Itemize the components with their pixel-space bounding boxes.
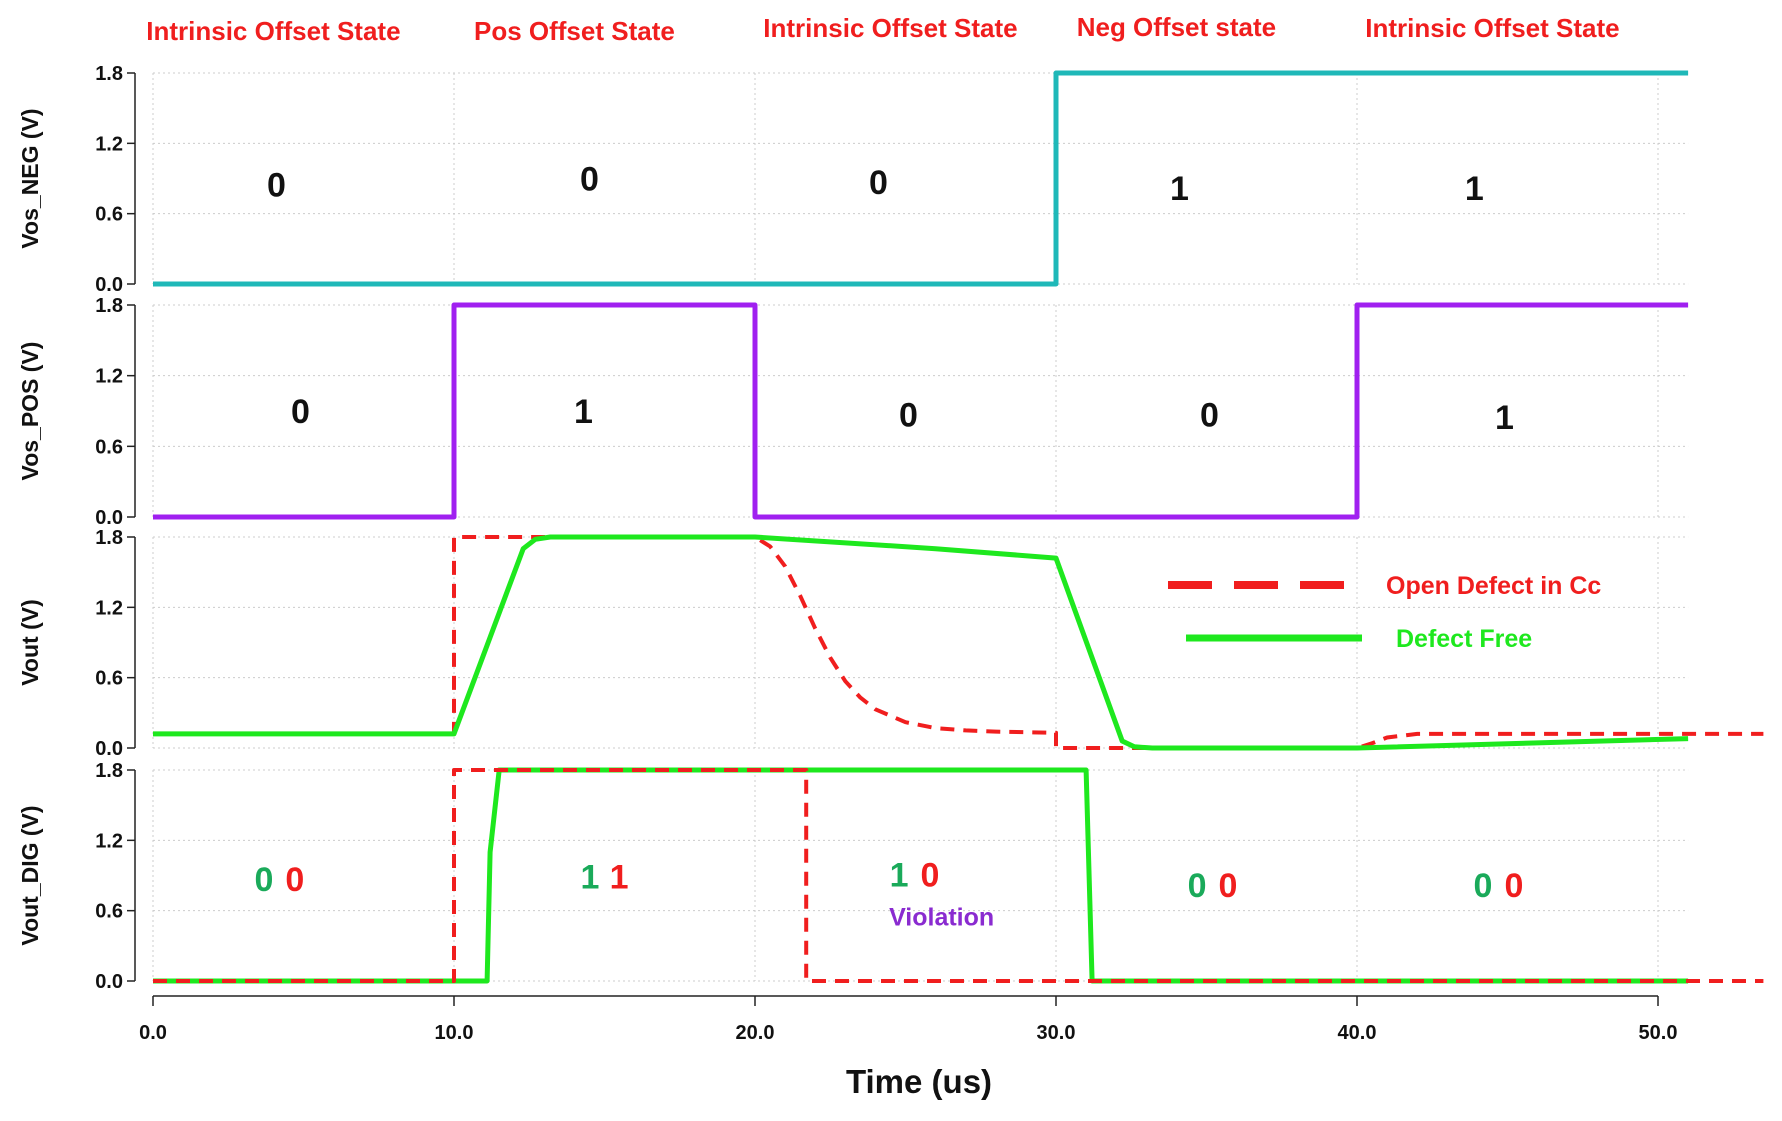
bit-annotation: 1 [1495,399,1514,437]
x-tick-label: 30.0 [1037,1022,1076,1044]
y-tick-label: 0.6 [95,204,123,226]
digit-defect-free: 1 [581,859,599,897]
digit-open-defect: 0 [921,856,940,894]
digit-defect-free: 1 [890,856,909,894]
bit-annotation: 0 [291,393,310,431]
y-tick-label: 0.6 [95,901,123,923]
digit-defect-free: 0 [1474,867,1493,905]
y-tick-label: 1.2 [95,366,123,388]
bit-annotation: 0 [899,397,918,435]
series-layer [153,70,1764,984]
y-tick-label: 0.0 [95,274,123,296]
series-line-defect-free [153,534,1689,751]
y-axis-title: Vos_NEG (V) [17,108,43,248]
digit-open-defect: 0 [1504,867,1523,905]
bit-annotation: 0 [580,161,599,199]
y-tick-label: 0.6 [95,668,123,690]
state-label: Intrinsic Offset State [146,16,400,46]
y-axis-title: Vout_DIG (V) [17,805,43,945]
y-tick-label: 1.8 [95,760,123,782]
label-layer: Intrinsic Offset State Pos Offset State In… [146,12,1619,932]
state-label: Intrinsic Offset State [1365,13,1619,43]
y-tick-label: 0.0 [95,507,123,529]
digit-open-defect: 0 [1219,867,1238,905]
y-axis-title: Vos_POS (V) [17,342,43,481]
digit-open-defect: 1 [610,859,629,897]
bit-annotation: 0 [869,164,888,202]
y-tick-label: 1.8 [95,63,123,85]
state-label: Intrinsic Offset State [763,13,1017,43]
y-tick-label: 1.2 [95,597,123,619]
bit-annotation: 1 [1170,170,1189,208]
x-tick-label: 50.0 [1639,1022,1678,1044]
bit-annotation: 1 [574,393,593,431]
violation-label: Violation [889,904,994,932]
y-tick-label: 1.2 [95,133,123,155]
x-tick-label: 0.0 [139,1022,167,1044]
y-tick-label: 1.8 [95,527,123,549]
x-tick-label: 10.0 [435,1022,474,1044]
digit-open-defect: 0 [285,861,304,899]
grid-layer [152,72,1689,982]
axes-layer: 0.0 0.6 1.2 1.8 Vos_NEG (V) 0.0 0.6 1.2 1.8 Vos_P… [17,63,1677,1044]
x-axis-title: Time (us) [846,1063,992,1100]
y-axis-title: Vout (V) [17,599,43,685]
y-tick-label: 0.6 [95,436,123,458]
digit-defect-free: 0 [1188,867,1207,905]
series-line-vos-pos [153,302,1689,520]
y-tick-label: 0.0 [95,971,123,993]
y-tick-label: 1.2 [95,830,123,852]
bit-annotation: 0 [267,166,286,204]
state-label: Pos Offset State [474,16,675,46]
x-tick-label: 20.0 [736,1022,775,1044]
bit-annotation: 1 [1465,170,1484,208]
y-tick-label: 0.0 [95,738,123,760]
bit-annotation: 0 [1200,397,1219,435]
y-tick-label: 1.8 [95,295,123,317]
x-tick-label: 40.0 [1338,1022,1377,1044]
digit-defect-free: 0 [254,861,273,899]
series-line-defect-free [153,767,1689,984]
legend-label-open-defect: Open Defect in Cc [1386,572,1601,600]
legend-label-defect-free: Defect Free [1396,625,1532,653]
state-label: Neg Offset state [1077,12,1276,42]
series-line-vos-neg [153,70,1689,287]
